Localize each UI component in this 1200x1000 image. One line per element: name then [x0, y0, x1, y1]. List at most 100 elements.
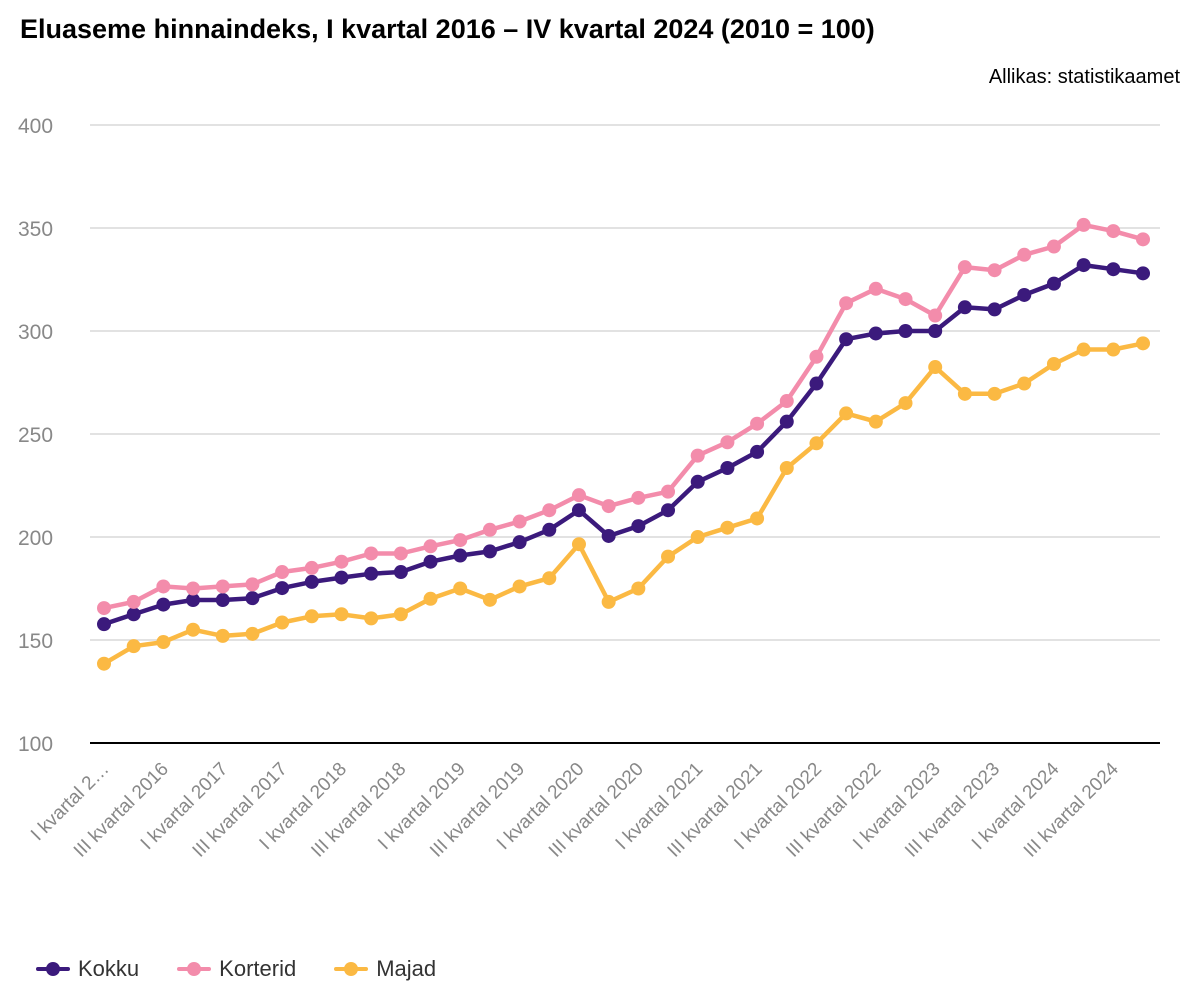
data-point[interactable] — [512, 579, 527, 594]
data-point[interactable] — [987, 302, 1002, 317]
data-point[interactable] — [750, 511, 765, 526]
data-point[interactable] — [809, 436, 824, 451]
data-point[interactable] — [957, 386, 972, 401]
data-point[interactable] — [215, 628, 230, 643]
data-point[interactable] — [245, 577, 260, 592]
data-point[interactable] — [542, 571, 557, 586]
data-point[interactable] — [512, 514, 527, 529]
data-point[interactable] — [928, 324, 943, 338]
data-point[interactable] — [1106, 224, 1121, 239]
data-point[interactable] — [928, 308, 943, 323]
data-point[interactable] — [601, 528, 616, 543]
data-point[interactable] — [275, 615, 290, 630]
data-point[interactable] — [542, 503, 557, 518]
data-point[interactable] — [928, 360, 943, 375]
data-point[interactable] — [512, 535, 527, 550]
data-point[interactable] — [423, 539, 438, 554]
data-point[interactable] — [334, 607, 349, 622]
data-point[interactable] — [423, 591, 438, 606]
data-point[interactable] — [839, 406, 854, 421]
data-point[interactable] — [334, 554, 349, 569]
data-point[interactable] — [156, 597, 171, 612]
legend-item-majad[interactable]: Majad — [334, 956, 436, 982]
data-point[interactable] — [898, 292, 913, 307]
data-point[interactable] — [215, 593, 230, 608]
data-point[interactable] — [661, 484, 676, 499]
data-point[interactable] — [720, 520, 735, 535]
data-point[interactable] — [186, 593, 201, 608]
data-point[interactable] — [97, 601, 111, 616]
data-point[interactable] — [661, 549, 676, 564]
data-point[interactable] — [957, 300, 972, 315]
data-point[interactable] — [571, 503, 586, 518]
data-point[interactable] — [1076, 217, 1091, 232]
data-point[interactable] — [898, 324, 913, 338]
data-point[interactable] — [779, 394, 794, 409]
data-point[interactable] — [1046, 356, 1061, 371]
data-point[interactable] — [126, 607, 141, 622]
data-point[interactable] — [661, 503, 676, 518]
data-point[interactable] — [1106, 342, 1121, 357]
data-point[interactable] — [720, 460, 735, 475]
data-point[interactable] — [304, 609, 319, 624]
data-point[interactable] — [631, 490, 646, 505]
data-point[interactable] — [275, 581, 290, 596]
data-point[interactable] — [334, 570, 349, 585]
data-point[interactable] — [1046, 276, 1061, 291]
legend-item-kokku[interactable]: Kokku — [36, 956, 139, 982]
data-point[interactable] — [542, 522, 557, 537]
data-point[interactable] — [245, 591, 260, 606]
data-point[interactable] — [126, 594, 141, 609]
data-point[interactable] — [186, 622, 201, 637]
data-point[interactable] — [156, 635, 171, 650]
data-point[interactable] — [126, 639, 141, 654]
data-point[interactable] — [393, 546, 408, 561]
data-point[interactable] — [275, 565, 290, 580]
data-point[interactable] — [720, 435, 735, 450]
data-point[interactable] — [364, 566, 379, 581]
data-point[interactable] — [839, 296, 854, 311]
data-point[interactable] — [571, 488, 586, 503]
data-point[interactable] — [156, 579, 171, 594]
data-point[interactable] — [482, 544, 497, 559]
data-point[interactable] — [97, 617, 111, 632]
data-point[interactable] — [690, 448, 705, 463]
data-point[interactable] — [868, 414, 883, 429]
data-point[interactable] — [215, 579, 230, 594]
data-point[interactable] — [601, 594, 616, 609]
data-point[interactable] — [987, 263, 1002, 278]
data-point[interactable] — [97, 656, 111, 671]
data-point[interactable] — [809, 349, 824, 364]
data-point[interactable] — [1017, 247, 1032, 262]
data-point[interactable] — [1136, 232, 1150, 247]
data-point[interactable] — [393, 607, 408, 622]
data-point[interactable] — [750, 416, 765, 431]
data-point[interactable] — [1106, 262, 1121, 277]
data-point[interactable] — [957, 260, 972, 275]
data-point[interactable] — [1136, 266, 1150, 281]
data-point[interactable] — [571, 537, 586, 552]
data-point[interactable] — [1076, 342, 1091, 357]
data-point[interactable] — [304, 560, 319, 575]
data-point[interactable] — [304, 574, 319, 589]
data-point[interactable] — [245, 626, 260, 641]
data-point[interactable] — [690, 474, 705, 489]
data-point[interactable] — [898, 396, 913, 411]
data-point[interactable] — [601, 499, 616, 514]
data-point[interactable] — [453, 581, 468, 596]
data-point[interactable] — [482, 592, 497, 607]
data-point[interactable] — [482, 522, 497, 537]
data-point[interactable] — [839, 332, 854, 347]
data-point[interactable] — [987, 386, 1002, 401]
data-point[interactable] — [1017, 287, 1032, 302]
data-point[interactable] — [364, 546, 379, 561]
data-point[interactable] — [690, 530, 705, 544]
data-point[interactable] — [453, 533, 468, 548]
data-point[interactable] — [779, 414, 794, 429]
data-point[interactable] — [750, 444, 765, 459]
data-point[interactable] — [1046, 239, 1061, 254]
data-point[interactable] — [423, 554, 438, 569]
data-point[interactable] — [1136, 336, 1150, 351]
data-point[interactable] — [868, 326, 883, 341]
data-point[interactable] — [809, 376, 824, 391]
